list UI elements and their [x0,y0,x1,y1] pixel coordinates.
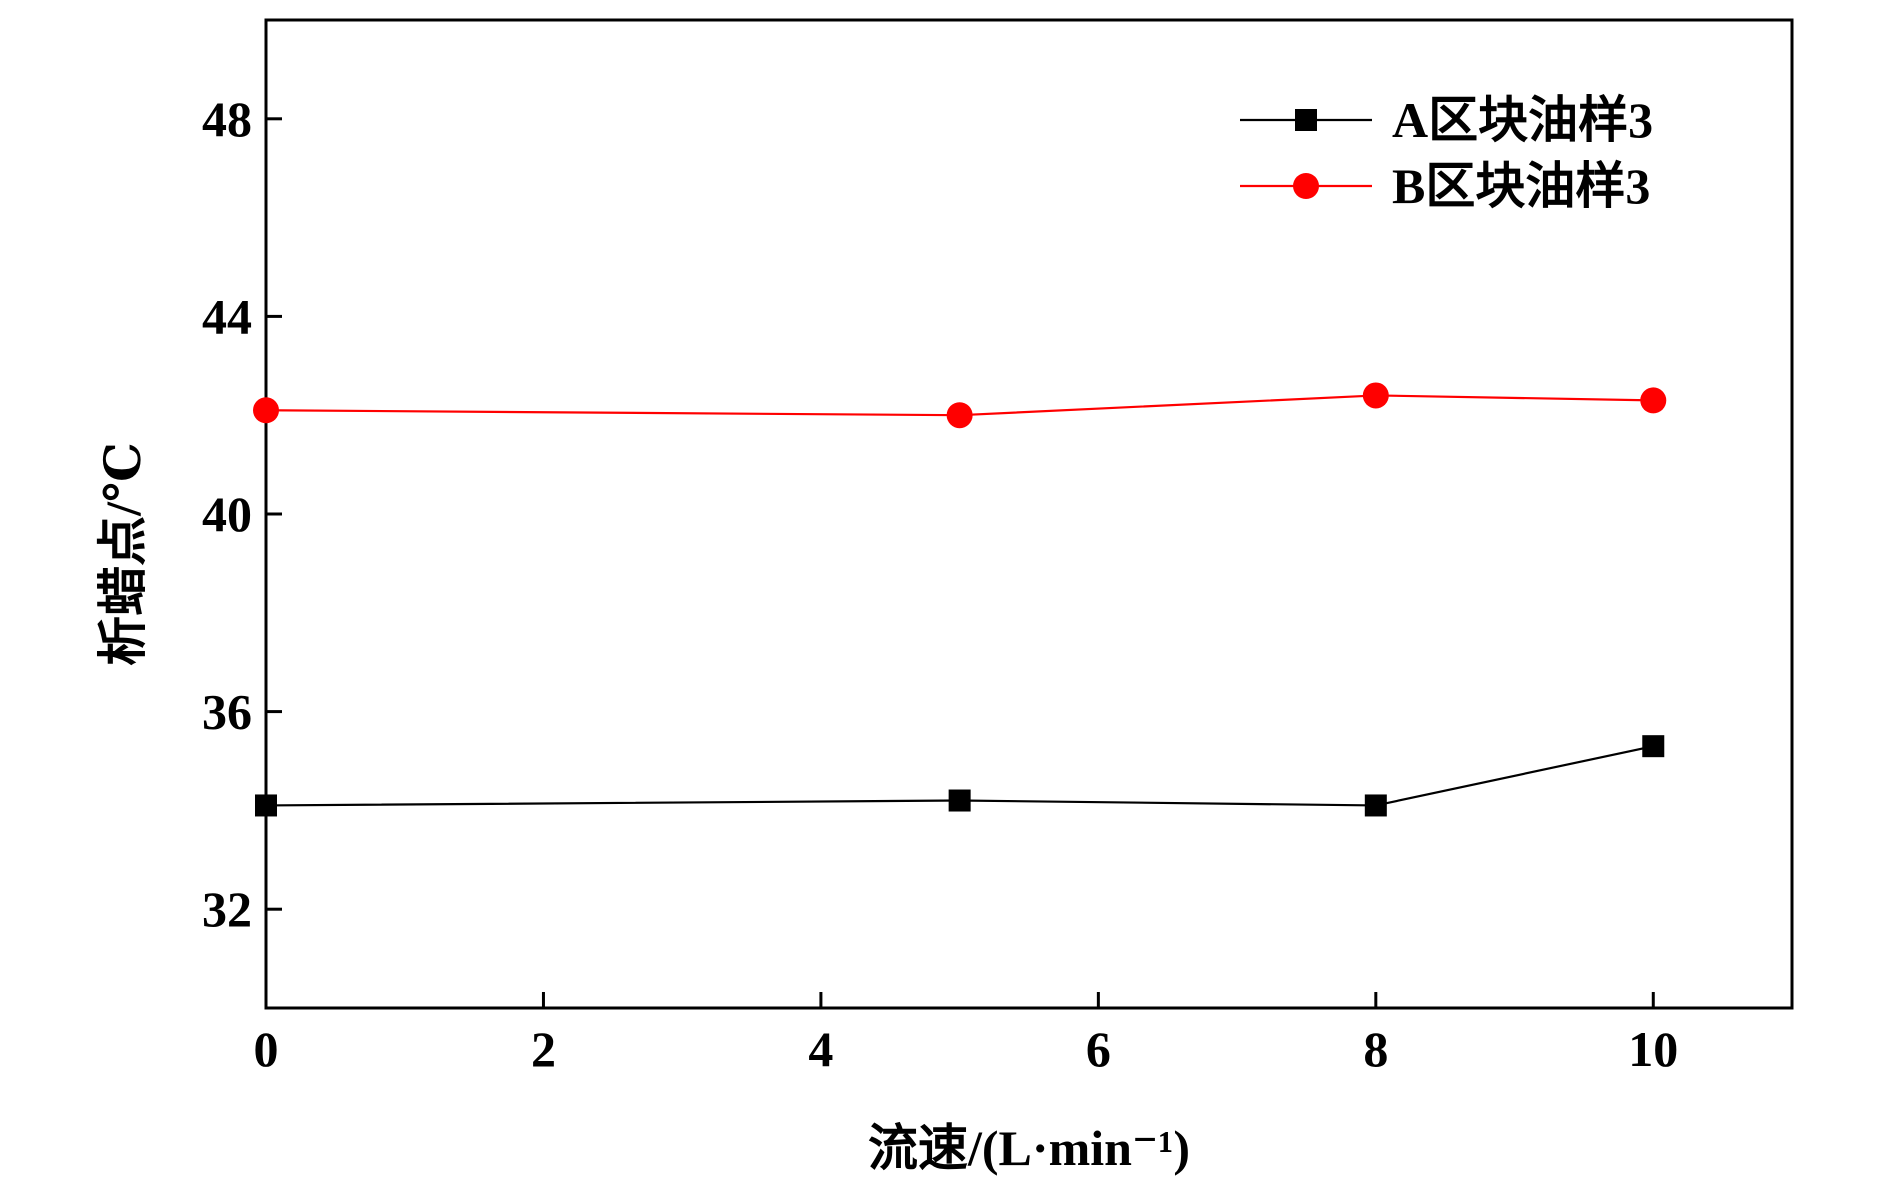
series-layer [253,382,1667,817]
y-axis-title: 析蜡点/℃ [95,442,151,666]
x-tick-label: 2 [531,1021,556,1077]
legend-marker-2 [1293,173,1319,199]
legend-marker-1 [1295,109,1317,131]
y-tick-label: 40 [202,486,252,542]
data-point [255,794,277,817]
data-point [946,402,973,429]
x-tick-label: 10 [1628,1021,1678,1077]
data-point [253,397,279,424]
x-tick-label: 4 [808,1021,833,1077]
y-tick-label: 44 [202,288,252,344]
y-tick-label: 48 [202,91,252,147]
y-tick-label: 36 [202,684,252,740]
x-axis-title: 流速/(L·min⁻¹) [868,1120,1190,1176]
y-tick-label: 32 [202,881,252,937]
legend: A区块油样3 B区块油样3 [1240,92,1653,214]
data-point [948,789,971,812]
data-point [1362,382,1389,409]
x-tick-label: 6 [1086,1021,1111,1077]
data-point [1640,387,1667,414]
legend-label-1: A区块油样3 [1392,92,1653,148]
x-tick-label: 0 [254,1021,279,1077]
x-tick-label: 8 [1363,1021,1388,1077]
series-line-1 [265,745,1654,807]
series-line-2 [265,394,1654,417]
data-point [1642,735,1665,758]
axes-layer: 0 2 4 6 8 10 32 36 40 44 48 [202,18,1794,1077]
data-point [1364,794,1387,817]
legend-label-2: B区块油样3 [1392,158,1650,214]
